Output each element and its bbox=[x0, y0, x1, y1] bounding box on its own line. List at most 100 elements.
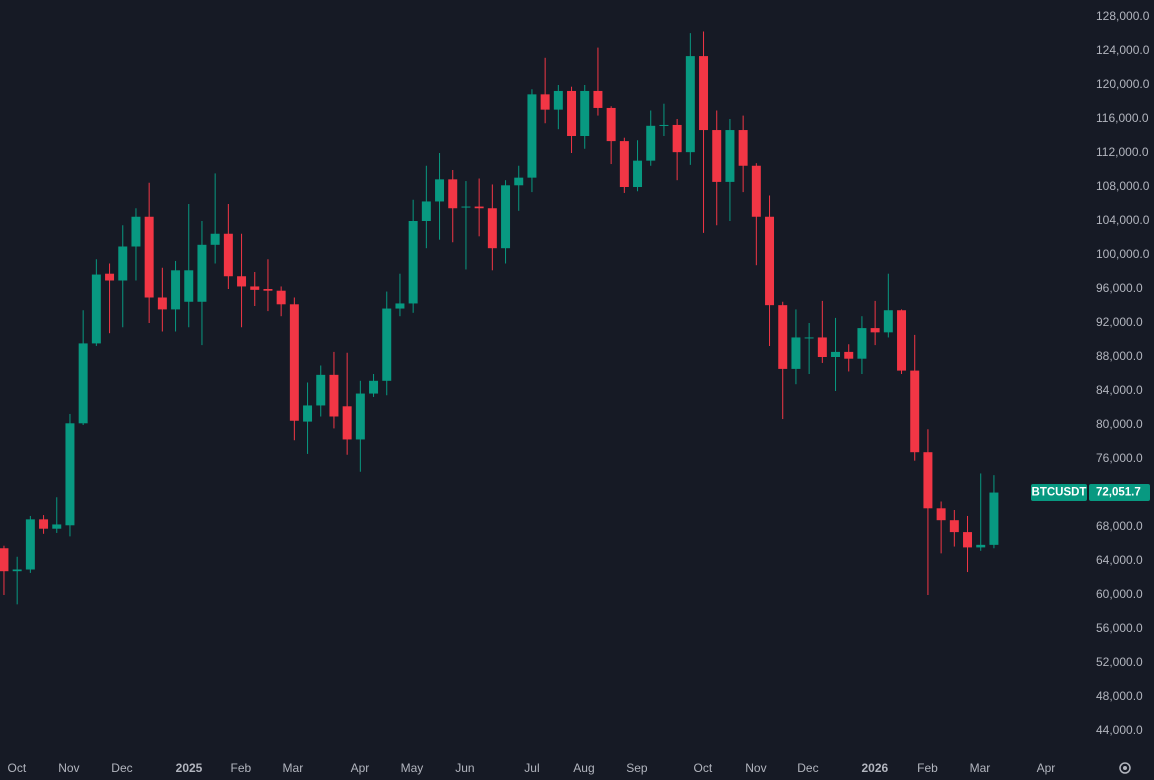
candle-body bbox=[171, 270, 181, 310]
x-tick-label: Feb bbox=[231, 761, 252, 775]
candle-body bbox=[105, 273, 115, 281]
y-tick-label: 52,000.0 bbox=[1096, 655, 1143, 669]
candle-body bbox=[936, 508, 946, 521]
settings-button[interactable] bbox=[1119, 762, 1131, 774]
price-tag: 72,051.7 bbox=[1096, 487, 1141, 499]
y-tick-label: 104,000.0 bbox=[1096, 213, 1150, 227]
candle-body bbox=[303, 405, 313, 422]
y-tick-label: 48,000.0 bbox=[1096, 689, 1143, 703]
candle-body bbox=[778, 305, 788, 369]
candle-body bbox=[474, 206, 484, 209]
x-tick-label: Feb bbox=[917, 761, 938, 775]
x-tick-label: Dec bbox=[111, 761, 132, 775]
y-tick-label: 76,000.0 bbox=[1096, 451, 1143, 465]
x-tick-label: Jul bbox=[524, 761, 539, 775]
x-tick-label: 2026 bbox=[862, 761, 889, 775]
candle-body bbox=[91, 274, 101, 344]
candle-body bbox=[276, 290, 286, 305]
y-tick-label: 108,000.0 bbox=[1096, 179, 1150, 193]
y-tick-label: 64,000.0 bbox=[1096, 553, 1143, 567]
y-tick-label: 116,000.0 bbox=[1096, 111, 1149, 125]
y-tick-label: 120,000.0 bbox=[1096, 77, 1150, 91]
candle-body bbox=[435, 179, 445, 202]
candle-body bbox=[765, 216, 775, 306]
candle-body bbox=[78, 343, 88, 424]
candle-body bbox=[355, 393, 365, 440]
candle-body bbox=[685, 56, 695, 153]
candle-body bbox=[923, 452, 933, 509]
candle-body bbox=[725, 130, 735, 182]
y-tick-label: 100,000.0 bbox=[1096, 247, 1150, 261]
y-tick-label: 84,000.0 bbox=[1096, 383, 1143, 397]
candle-body bbox=[976, 544, 986, 548]
y-tick-label: 68,000.0 bbox=[1096, 519, 1143, 533]
candle-body bbox=[144, 216, 154, 298]
candle-body bbox=[131, 216, 141, 247]
candle-body bbox=[316, 374, 326, 406]
candle-body bbox=[250, 286, 260, 290]
candle-body bbox=[329, 374, 339, 417]
candle-body bbox=[289, 304, 299, 421]
candle-body bbox=[382, 308, 392, 381]
candle-body bbox=[553, 90, 563, 110]
x-tick-label: Mar bbox=[970, 761, 991, 775]
candle-body bbox=[791, 337, 801, 369]
candle-body bbox=[870, 328, 880, 333]
candle-body bbox=[989, 492, 999, 545]
candle-body bbox=[448, 179, 458, 209]
candle-body bbox=[52, 524, 62, 529]
candle-body bbox=[184, 270, 194, 302]
symbol-tag-bg bbox=[1031, 484, 1087, 502]
candle-body bbox=[672, 124, 682, 153]
candle-body bbox=[540, 94, 550, 110]
candle-body bbox=[567, 90, 577, 136]
candle-body bbox=[897, 310, 907, 371]
candle-body bbox=[738, 130, 748, 166]
settings-icon-center[interactable] bbox=[1123, 766, 1127, 770]
candle-body bbox=[25, 519, 35, 570]
candle-body bbox=[949, 520, 959, 533]
candle-body bbox=[633, 160, 643, 187]
y-tick-label: 80,000.0 bbox=[1096, 417, 1143, 431]
candle-body bbox=[857, 328, 867, 359]
y-tick-label: 112,000.0 bbox=[1096, 145, 1149, 159]
candle-body bbox=[514, 177, 524, 186]
candle-body bbox=[197, 244, 207, 302]
candle-body bbox=[65, 423, 75, 526]
candle-body bbox=[342, 406, 352, 440]
candle-body bbox=[831, 351, 841, 357]
candle-body bbox=[0, 548, 9, 572]
y-tick-label: 96,000.0 bbox=[1096, 281, 1143, 295]
candle-body bbox=[527, 94, 537, 178]
x-tick-label: 2025 bbox=[176, 761, 203, 775]
candle-body bbox=[223, 233, 233, 277]
candle-body bbox=[619, 141, 629, 187]
x-tick-label: Dec bbox=[797, 761, 818, 775]
candle-body bbox=[263, 289, 273, 291]
candle-body bbox=[699, 56, 709, 131]
candle-body bbox=[395, 303, 405, 309]
candle-body bbox=[910, 370, 920, 453]
candle-body bbox=[659, 124, 669, 126]
x-tick-label: Jun bbox=[455, 761, 474, 775]
candle-body bbox=[421, 201, 431, 221]
candle-body bbox=[39, 519, 49, 529]
candle-body bbox=[712, 130, 722, 182]
y-tick-label: 88,000.0 bbox=[1096, 349, 1143, 363]
x-tick-label: Sep bbox=[626, 761, 648, 775]
x-tick-label: May bbox=[401, 761, 424, 775]
candle-body bbox=[844, 351, 854, 359]
price-tag-bg bbox=[1089, 484, 1150, 502]
x-tick-label: Oct bbox=[694, 761, 713, 775]
x-tick-label: Oct bbox=[8, 761, 27, 775]
x-tick-label: Aug bbox=[573, 761, 594, 775]
candle-body bbox=[210, 233, 220, 245]
last-price-tag: BTCUSDT 72,051.7 bbox=[1031, 484, 1150, 502]
candle-body bbox=[237, 276, 247, 287]
y-tick-label: 92,000.0 bbox=[1096, 315, 1143, 329]
settings-icon[interactable] bbox=[1119, 762, 1131, 774]
x-tick-label: Apr bbox=[1037, 761, 1056, 775]
